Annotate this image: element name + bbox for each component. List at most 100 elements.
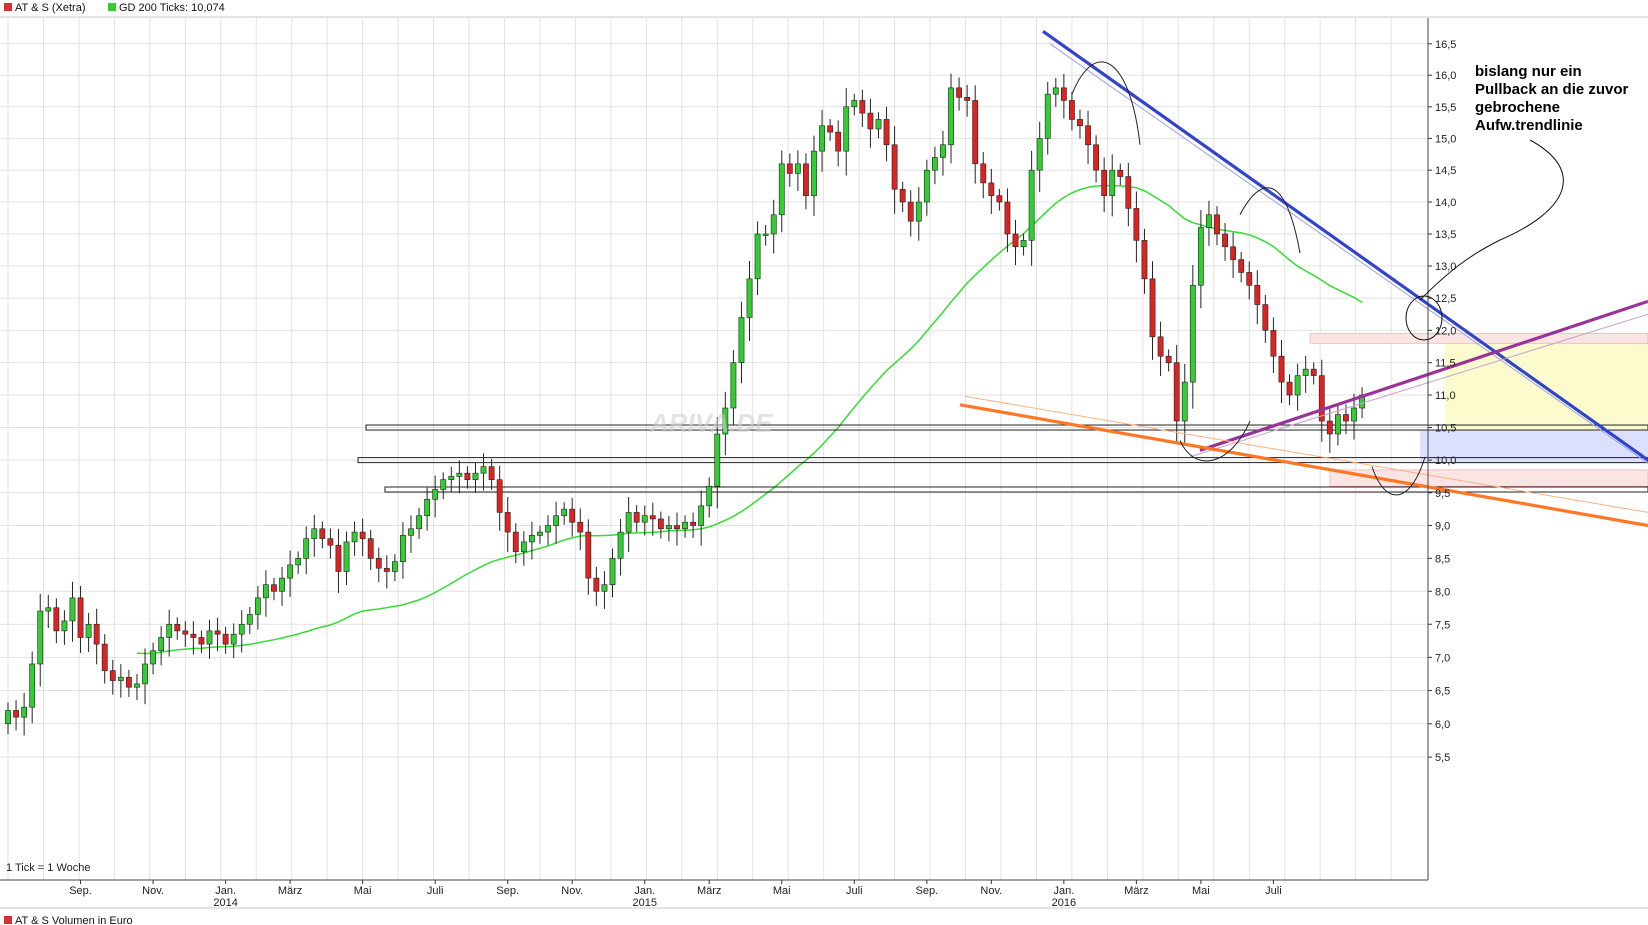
x-tick-label: Juli xyxy=(427,885,444,897)
candle-up xyxy=(440,479,447,490)
instrument-legend: AT & S (Xetra) xyxy=(15,2,86,14)
candle-up xyxy=(45,607,52,612)
candle-up xyxy=(142,663,148,685)
candle-up xyxy=(520,541,527,553)
candle-up xyxy=(698,505,705,526)
candle-up xyxy=(1181,381,1188,422)
candle-down xyxy=(907,201,914,222)
candle-up xyxy=(432,489,439,500)
candle-down xyxy=(1125,176,1132,209)
support-line xyxy=(357,457,1648,464)
y-tick-label: 10,0 xyxy=(1435,455,1456,467)
candle-down xyxy=(182,630,189,635)
candle-up xyxy=(641,515,648,523)
y-tick-label: 9,5 xyxy=(1435,488,1450,500)
candle-down xyxy=(657,518,664,530)
candle-down xyxy=(988,182,995,196)
candle-up xyxy=(400,535,406,562)
candle-up xyxy=(5,710,11,725)
annotation-line-3: gebrochene xyxy=(1475,99,1560,116)
x-year-label: 2014 xyxy=(213,897,237,909)
candle-down xyxy=(198,637,205,645)
candle-down xyxy=(1085,125,1091,146)
candle-up xyxy=(1052,87,1059,95)
candle-up xyxy=(1351,407,1357,422)
candle-up xyxy=(754,233,761,280)
support-line xyxy=(384,486,1648,493)
y-tick-label: 13,0 xyxy=(1435,261,1456,273)
candle-down xyxy=(109,670,116,681)
candle-up xyxy=(416,515,422,530)
candle-down xyxy=(375,558,382,569)
candle-up xyxy=(408,528,414,536)
candle-down xyxy=(1286,381,1293,396)
candle-down xyxy=(101,643,108,671)
volume-legend: AT & S Volumen in Euro xyxy=(15,915,133,925)
candle-up xyxy=(770,214,777,235)
candle-up xyxy=(134,683,140,688)
x-tick-label: Nov. xyxy=(561,885,583,897)
candle-up xyxy=(843,106,850,152)
watermark: ARIVA.DE xyxy=(649,408,773,438)
candle-down xyxy=(383,567,390,572)
candle-up xyxy=(714,433,721,487)
candle-down xyxy=(190,633,197,638)
candle-up xyxy=(1197,227,1204,286)
candle-up xyxy=(738,317,745,363)
candle-up xyxy=(1020,240,1027,248)
uptrend-line-thin xyxy=(1189,313,1648,458)
candle-down xyxy=(13,710,19,718)
candle-up xyxy=(1028,169,1035,241)
x-tick-label: Jan. xyxy=(1053,885,1074,897)
grid xyxy=(0,18,1428,880)
candle-up xyxy=(875,119,882,130)
downtrend-line-thin xyxy=(1049,43,1648,464)
candle-down xyxy=(827,125,834,133)
x-tick-label: Juli xyxy=(846,885,863,897)
candle-down xyxy=(464,472,471,480)
candle-up xyxy=(666,525,672,530)
candle-down xyxy=(1173,362,1180,422)
candle-up xyxy=(819,125,825,152)
y-tick-label: 16,5 xyxy=(1435,39,1456,51)
x-tick-label: Nov. xyxy=(142,885,164,897)
moving-average-200 xyxy=(136,184,1363,655)
ma-legend-swatch xyxy=(108,3,116,11)
ma-legend: GD 200 Ticks: 10,074 xyxy=(119,2,225,14)
candle-down xyxy=(214,630,221,635)
candle-down xyxy=(1310,368,1317,376)
x-tick-label: März xyxy=(278,885,302,897)
candle-up xyxy=(915,201,922,222)
candle-down xyxy=(1141,240,1148,280)
candle-down xyxy=(327,538,334,546)
sketch-curve xyxy=(1371,456,1426,496)
y-tick-label: 7,5 xyxy=(1435,619,1450,631)
candle-up xyxy=(1189,284,1196,383)
candle-up xyxy=(246,614,253,625)
ma-line xyxy=(136,184,1363,655)
candle-down xyxy=(1318,375,1325,422)
candle-up xyxy=(1109,169,1116,196)
y-tick-label: 12,5 xyxy=(1435,293,1456,305)
x-tick-label: Mai xyxy=(773,885,791,897)
candle-up xyxy=(545,525,551,533)
candle-down xyxy=(899,188,906,203)
candle-up xyxy=(85,623,92,638)
candle-up xyxy=(279,577,285,592)
candle-up xyxy=(254,597,261,615)
annotation-line-2: Pullback an die zuvor xyxy=(1475,81,1629,98)
y-tick-label: 13,5 xyxy=(1435,229,1456,241)
candle-down xyxy=(93,623,100,645)
candle-up xyxy=(625,512,632,533)
candle-up xyxy=(206,630,213,645)
candle-down xyxy=(835,131,842,152)
candle-up xyxy=(61,620,68,632)
y-tick-label: 8,5 xyxy=(1435,553,1450,565)
candle-down xyxy=(883,119,890,146)
candle-up xyxy=(21,706,28,718)
candle-down xyxy=(649,515,656,520)
candle-down xyxy=(585,531,592,579)
candle-down xyxy=(1246,272,1253,286)
candle-down xyxy=(1165,355,1172,363)
candle-up xyxy=(811,150,817,196)
